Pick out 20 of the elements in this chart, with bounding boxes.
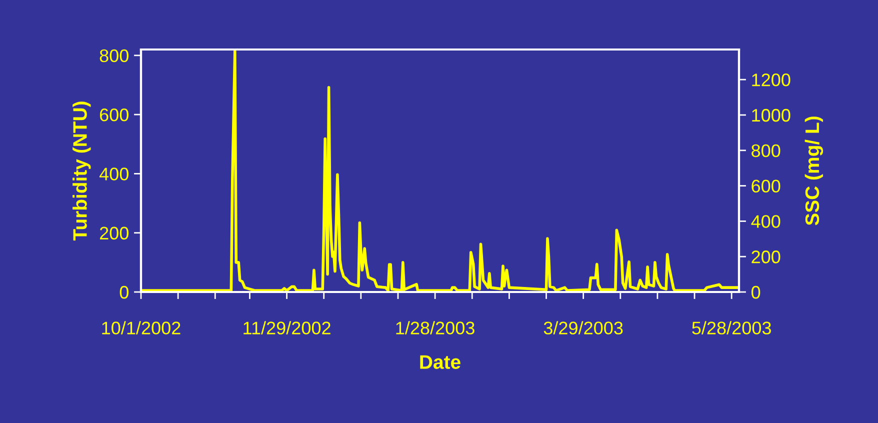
x-tick-label: 3/29/2003 bbox=[544, 321, 623, 334]
x-tick-label: 10/1/2002 bbox=[102, 321, 180, 334]
y2-axis-title: SSC (mg/ L) bbox=[804, 116, 824, 226]
y2-tick-label: 200 bbox=[752, 250, 780, 264]
y2-tick-label: 0 bbox=[752, 286, 760, 299]
y-tick-label: 400 bbox=[99, 168, 128, 180]
y2-tick-label: 1200 bbox=[752, 74, 790, 86]
y2-tick-label: 1000 bbox=[752, 108, 790, 122]
y2-tick-label: 800 bbox=[752, 144, 780, 158]
x-tick-label: 5/28/2003 bbox=[692, 321, 771, 334]
y-axis-title: Turbidity (NTU) bbox=[72, 102, 91, 241]
y-tick-label: 0 bbox=[120, 286, 128, 299]
y-tick-label: 800 bbox=[100, 49, 128, 62]
x-axis-title: Date bbox=[420, 355, 460, 369]
y-tick-label: 200 bbox=[100, 226, 128, 240]
y2-tick-label: 600 bbox=[752, 180, 780, 193]
y-tick-label: 600 bbox=[100, 108, 128, 122]
y2-tick-label: 400 bbox=[751, 215, 780, 228]
x-tick-label: 1/28/2003 bbox=[396, 321, 474, 334]
x-tick-label: 11/29/2002 bbox=[244, 321, 330, 334]
